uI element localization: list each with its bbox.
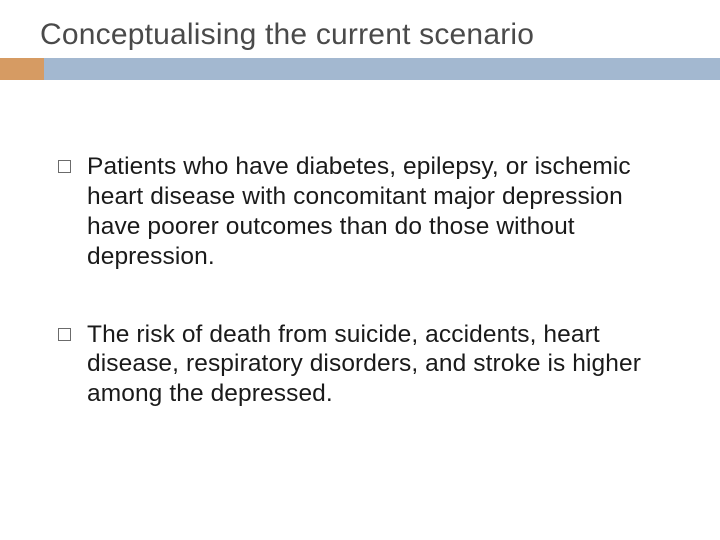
square-bullet-icon (58, 328, 71, 341)
bullet-text: The risk of death from suicide, accident… (87, 320, 662, 410)
title-area: Conceptualising the current scenario (0, 0, 720, 58)
bullet-item: The risk of death from suicide, accident… (58, 320, 662, 410)
accent-bar-left (0, 58, 44, 80)
accent-bar (0, 58, 720, 80)
slide-content: Patients who have diabetes, epilepsy, or… (0, 80, 720, 409)
bullet-text: Patients who have diabetes, epilepsy, or… (87, 152, 662, 272)
square-bullet-icon (58, 160, 71, 173)
bullet-item: Patients who have diabetes, epilepsy, or… (58, 152, 662, 272)
accent-bar-right (44, 58, 720, 80)
slide-title: Conceptualising the current scenario (40, 18, 720, 52)
